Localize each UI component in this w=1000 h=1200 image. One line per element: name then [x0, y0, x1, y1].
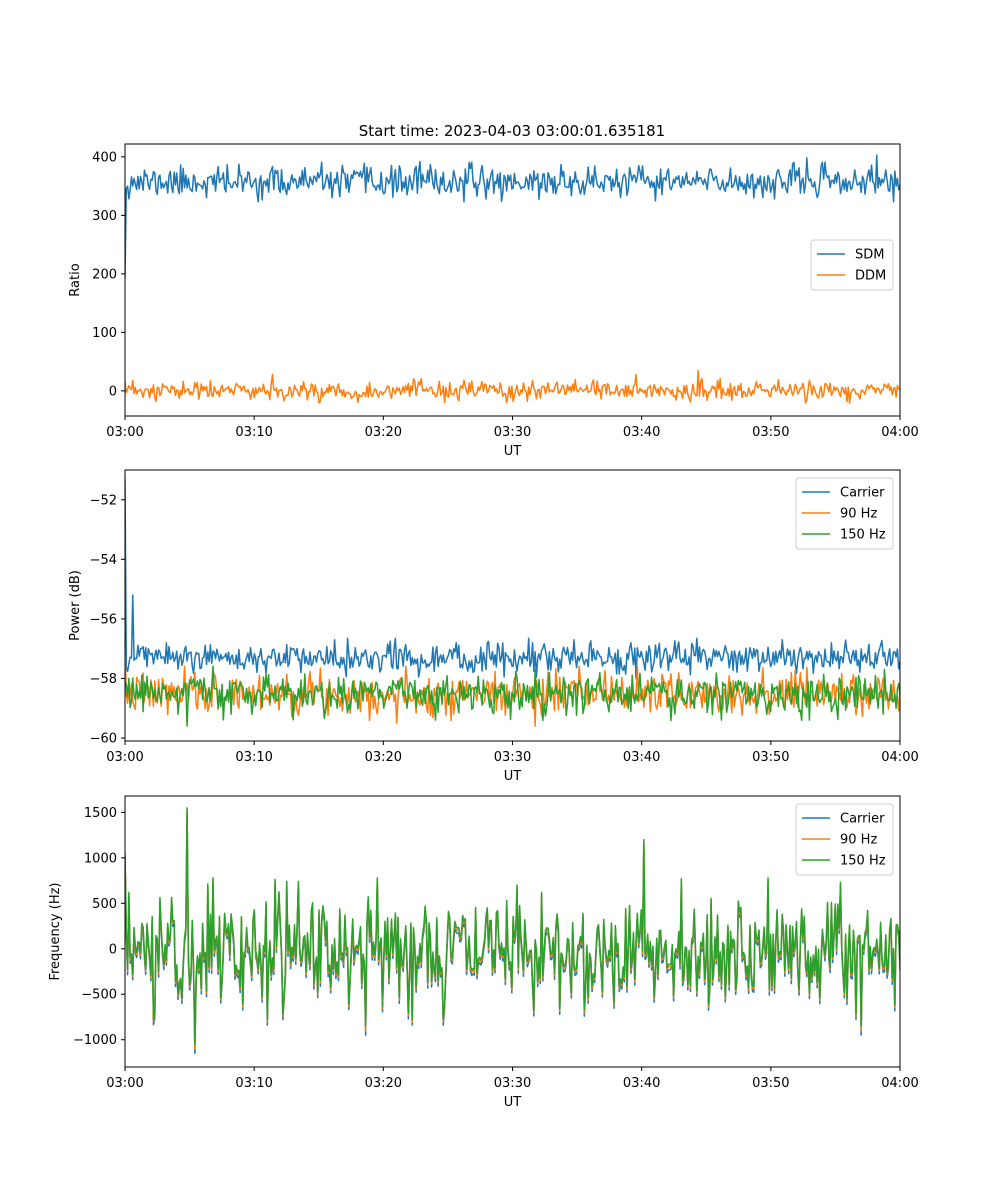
- ratio-x-tick-label: 03:30: [494, 425, 531, 440]
- frequency-x-tick-label: 04:00: [881, 1076, 918, 1091]
- frequency-x-axis-label: UT: [504, 1095, 522, 1110]
- ratio-legend-box: [810, 239, 894, 291]
- ratio-legend-label-sdm: SDM: [855, 248, 884, 263]
- frequency-y-tick-label: −500: [81, 988, 117, 1003]
- power-x-tick-label: 03:10: [235, 750, 272, 765]
- ratio-y-tick-label: 100: [92, 326, 117, 341]
- frequency-series-layer: [125, 807, 900, 1055]
- power-legend: Carrier 90 Hz 150 Hz: [795, 477, 894, 550]
- power-legend-label-90-hz: 90 Hz: [840, 507, 877, 522]
- frequency-y-tick-label: −1000: [73, 1033, 117, 1048]
- ratio-series-ddm-line: [125, 369, 900, 404]
- ratio-legend: SDM DDM: [810, 239, 894, 291]
- power-y-tick-label: −54: [90, 553, 117, 568]
- ratio-x-axis-label: UT: [504, 444, 522, 459]
- ratio-x-tick-label: 03:50: [752, 425, 789, 440]
- power-x-tick-label: 03:20: [365, 750, 402, 765]
- frequency-x-tick-label: 03:00: [106, 1076, 143, 1091]
- power-y-tick-label: −52: [90, 493, 117, 508]
- frequency-x-tick-label: 03:50: [752, 1076, 789, 1091]
- frequency-panel: 03:00 03:10 03:20 03:30 03:40 03:50 04:00 −1000…: [48, 795, 919, 1110]
- power-legend-label-carrier: Carrier: [840, 486, 885, 501]
- power-legend-box: [795, 477, 894, 550]
- power-x-tick-label: 03:30: [494, 750, 531, 765]
- power-x-tick-label: 03:00: [106, 750, 143, 765]
- ratio-y-tick-label: 400: [92, 150, 117, 165]
- ratio-series-sdm-line: [125, 154, 900, 278]
- power-legend-label-150-hz: 150 Hz: [840, 528, 886, 543]
- power-y-tick-label: −56: [90, 612, 117, 627]
- power-panel: 03:00 03:10 03:20 03:30 03:40 03:50 04:00 −60 −5…: [68, 469, 919, 784]
- frequency-legend-label-carrier: Carrier: [840, 812, 885, 827]
- ratio-y-tick-label: 200: [92, 267, 117, 282]
- ratio-ticks: 03:00 03:10 03:20 03:30 03:40 03:50 04:00 0 100 2…: [92, 150, 919, 440]
- power-series-layer: [125, 478, 900, 727]
- frequency-legend: Carrier 90 Hz 150 Hz: [795, 803, 894, 876]
- frequency-series-150-hz-line: [125, 807, 900, 1046]
- frequency-y-tick-label: 0: [109, 942, 117, 957]
- frequency-y-tick-label: 500: [92, 897, 117, 912]
- power-x-tick-label: 03:50: [752, 750, 789, 765]
- frequency-y-tick-label: 1000: [84, 851, 117, 866]
- ratio-x-tick-label: 03:10: [235, 425, 272, 440]
- ratio-y-tick-label: 300: [92, 209, 117, 224]
- ratio-legend-label-ddm: DDM: [855, 269, 886, 284]
- frequency-legend-label-150-hz: 150 Hz: [840, 854, 886, 869]
- ratio-x-tick-label: 03:40: [623, 425, 660, 440]
- ratio-y-tick-label: 0: [109, 384, 117, 399]
- ratio-y-axis-label: Ratio: [68, 263, 83, 296]
- power-ticks: 03:00 03:10 03:20 03:30 03:40 03:50 04:00 −60 −5…: [90, 493, 919, 765]
- frequency-legend-label-90-hz: 90 Hz: [840, 833, 877, 848]
- power-series-carrier-line: [125, 478, 900, 680]
- frequency-x-tick-label: 03:30: [494, 1076, 531, 1091]
- ratio-x-tick-label: 03:20: [365, 425, 402, 440]
- ratio-series-layer: [125, 154, 900, 404]
- power-x-tick-label: 04:00: [881, 750, 918, 765]
- power-y-tick-label: −58: [90, 672, 117, 687]
- figure-title: Start time: 2023-04-03 03:00:01.635181: [359, 122, 665, 140]
- power-series-150-hz-line: [125, 665, 900, 727]
- frequency-x-tick-label: 03:10: [235, 1076, 272, 1091]
- frequency-legend-box: [795, 803, 894, 876]
- frequency-x-tick-label: 03:40: [623, 1076, 660, 1091]
- ratio-x-tick-label: 04:00: [881, 425, 918, 440]
- power-x-axis-label: UT: [504, 769, 522, 784]
- frequency-y-tick-label: 1500: [84, 806, 117, 821]
- power-x-tick-label: 03:40: [623, 750, 660, 765]
- ratio-panel: 03:00 03:10 03:20 03:30 03:40 03:50 04:00 0 100 2…: [68, 143, 919, 459]
- frequency-ticks: 03:00 03:10 03:20 03:30 03:40 03:50 04:00 −1000…: [73, 806, 919, 1091]
- frequency-y-axis-label: Frequency (Hz): [48, 882, 63, 980]
- power-y-axis-label: Power (dB): [68, 570, 83, 641]
- frequency-x-tick-label: 03:20: [365, 1076, 402, 1091]
- ratio-x-tick-label: 03:00: [106, 425, 143, 440]
- power-y-tick-label: −60: [90, 732, 117, 747]
